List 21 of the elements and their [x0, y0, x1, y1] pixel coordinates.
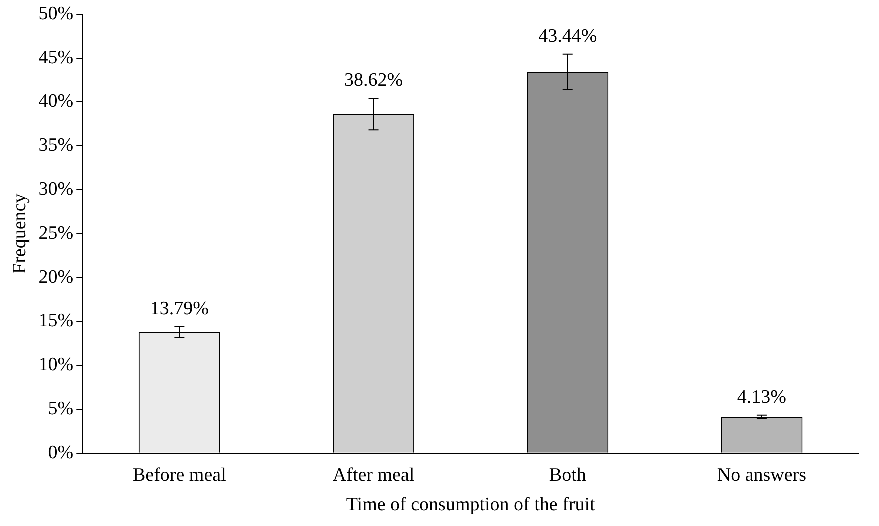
- y-tick-label: 45%: [38, 47, 74, 68]
- y-tick-label: 30%: [38, 178, 74, 200]
- y-tick-label: 35%: [38, 135, 74, 156]
- x-tick-label: Before meal: [132, 464, 226, 486]
- y-axis-title: Frequency: [9, 193, 30, 274]
- data-label: 4.13%: [737, 386, 787, 408]
- y-tick-label: 50%: [38, 3, 74, 24]
- x-tick-label: No answers: [717, 464, 807, 486]
- y-tick-label: 20%: [38, 266, 74, 288]
- y-tick-label: 15%: [38, 310, 74, 332]
- data-label: 43.44%: [538, 26, 598, 47]
- y-tick-label: 25%: [38, 222, 74, 244]
- x-tick-label: After meal: [332, 464, 415, 486]
- data-label: 38.62%: [344, 70, 404, 91]
- y-tick-label: 10%: [38, 354, 74, 376]
- y-tick-label: 40%: [38, 91, 74, 112]
- x-tick-label: Both: [549, 464, 587, 486]
- y-tick-label: 5%: [48, 398, 74, 420]
- x-axis-title: Time of consumption of the fruit: [346, 494, 596, 516]
- data-label: 13.79%: [150, 298, 210, 320]
- y-tick-label: 0%: [48, 442, 74, 464]
